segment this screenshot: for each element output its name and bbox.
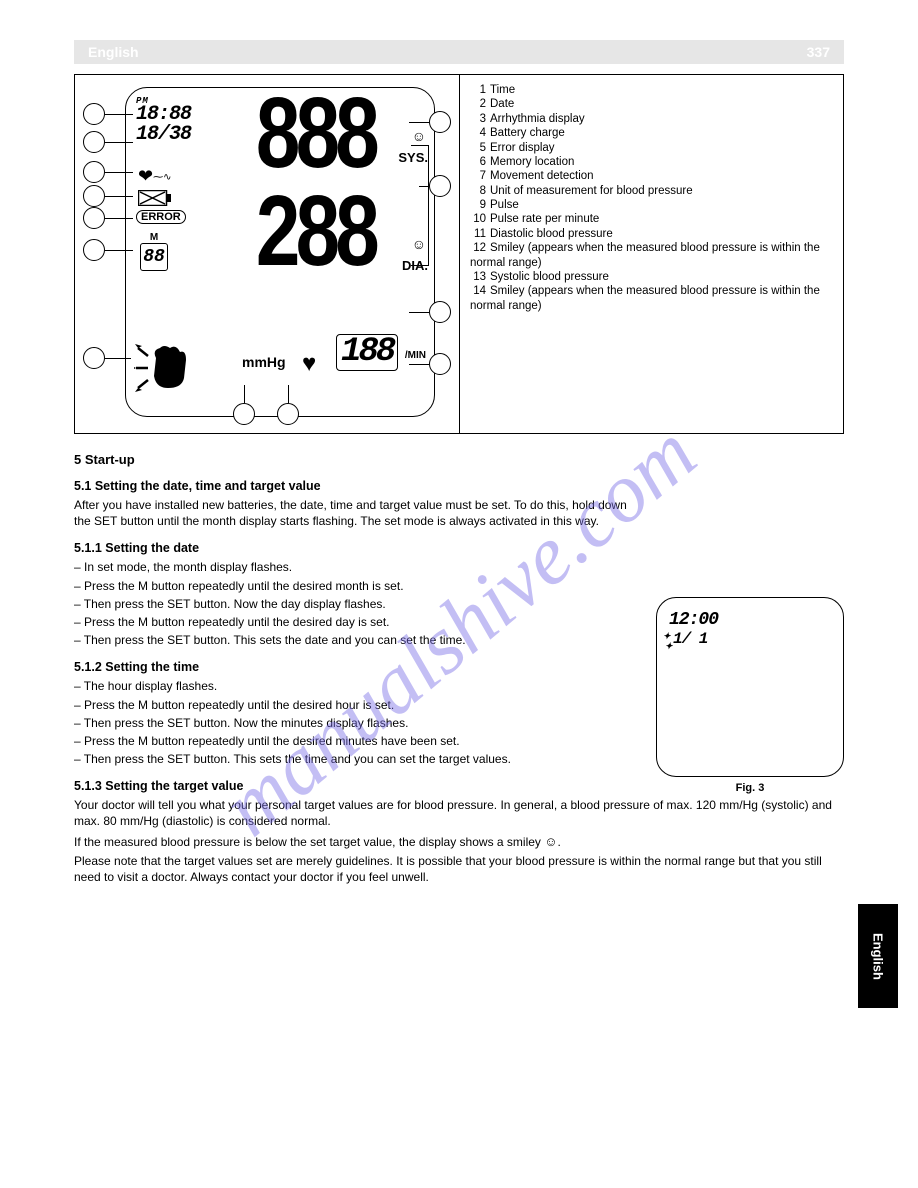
header-title: English xyxy=(88,44,139,60)
lcd-date: 18/38 xyxy=(136,124,191,146)
lcd-time: 18:88 xyxy=(136,106,191,124)
legend-5: 5Error display xyxy=(470,141,833,155)
callout-3: 3 xyxy=(83,161,105,183)
figure-3-time: 12:00 xyxy=(669,610,718,630)
section-5-1-1-heading: 5.1.1 Setting the date xyxy=(74,541,844,555)
lcd-unit-label: mmHg xyxy=(242,354,286,370)
legend-12: 12Smiley (appears when the measured bloo… xyxy=(470,241,833,270)
lcd-permin-label: /MIN xyxy=(405,350,426,361)
lcd-error-label: ERROR xyxy=(136,210,186,224)
lcd-figure-panel: PM 18:88 18/38 888 ☺ SYS. ❤⁓∿ ERROR xyxy=(74,74,460,434)
legend-10: 10Pulse rate per minute xyxy=(470,212,833,226)
lcd-arrhythmia-icon: ❤⁓∿ xyxy=(138,166,171,187)
lcd-movement-icon xyxy=(134,338,198,407)
lcd-screen: PM 18:88 18/38 888 ☺ SYS. ❤⁓∿ ERROR xyxy=(125,87,435,417)
lcd-sys-digits: 888 xyxy=(256,94,375,172)
legend-11: 11Diastolic blood pressure xyxy=(470,227,833,241)
callout-13: 13 xyxy=(429,175,451,197)
section-5-1-body: After you have installed new batteries, … xyxy=(74,497,638,529)
legend-8: 8Unit of measurement for blood pressure xyxy=(470,184,833,198)
figure-3-date: ✦ ✦ 1/ 1 xyxy=(673,630,707,648)
legend-4: 4Battery charge xyxy=(470,126,833,140)
legend-6: 6Memory location xyxy=(470,155,833,169)
callout-7: 7 xyxy=(83,347,105,369)
display-legend-panel: 1Time 2Date 3Arrhythmia display 4Battery… xyxy=(460,74,844,434)
header-page-number: 337 xyxy=(807,44,830,60)
legend-2: 2Date xyxy=(470,97,833,111)
lcd-memory-icon: M 88 xyxy=(140,232,168,271)
callout-10: 10 xyxy=(429,353,451,375)
language-side-tab: English xyxy=(858,904,898,1008)
figure-3-caption: Fig. 3 xyxy=(656,782,844,794)
callout-2: 2 xyxy=(83,131,105,153)
section-5-1-heading: 5.1 Setting the date, time and target va… xyxy=(74,479,844,493)
display-figure-row: PM 18:88 18/38 888 ☺ SYS. ❤⁓∿ ERROR xyxy=(74,74,844,434)
lcd-sys-label: SYS. xyxy=(398,150,428,165)
callout-9: 9 xyxy=(277,403,299,425)
lcd-smiley-sys: ☺ xyxy=(412,128,426,144)
legend-1: 1Time xyxy=(470,83,833,97)
header-band: English 337 xyxy=(74,40,844,64)
callout-11: 11 xyxy=(429,301,451,323)
legend-13: 13Systolic blood pressure xyxy=(470,270,833,284)
section-5-1-3-body: Your doctor will tell you what your pers… xyxy=(74,797,844,885)
legend-14: 14Smiley (appears when the measured bloo… xyxy=(470,284,833,313)
lcd-pulse-digits: 188 xyxy=(336,334,398,371)
callout-4: 4 xyxy=(83,185,105,207)
legend-9: 9Pulse xyxy=(470,198,833,212)
lcd-smiley-dia: ☺ xyxy=(412,236,426,252)
lcd-battery-icon xyxy=(138,190,172,209)
smiley-icon: ☺ xyxy=(544,834,557,849)
callout-1: 1 xyxy=(83,103,105,125)
section-5-heading: 5 Start-up xyxy=(74,452,844,467)
lcd-pulse-icon: ♥ xyxy=(302,350,316,378)
lcd-dia-digits: 288 xyxy=(256,192,375,270)
callout-5: 5 xyxy=(83,207,105,229)
legend-7: 7Movement detection xyxy=(470,169,833,183)
callout-8: 8 xyxy=(233,403,255,425)
figure-3-lcd: 12:00 ✦ ✦ 1/ 1 xyxy=(656,597,844,777)
legend-3: 3Arrhythmia display xyxy=(470,112,833,126)
section-5-1-1-body: In set mode, the month display flashes. … xyxy=(74,559,638,648)
callout-6: 6 xyxy=(83,239,105,261)
callout-14: 14 xyxy=(429,111,451,133)
